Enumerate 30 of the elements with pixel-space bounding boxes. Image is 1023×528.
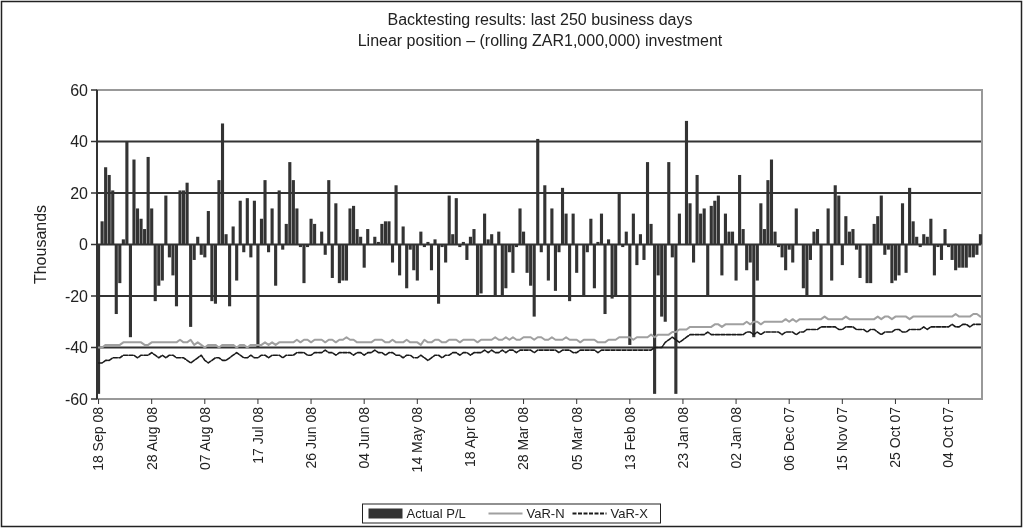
x-tick-label: 17 Jul 08 bbox=[249, 406, 266, 464]
x-tick-label: 04 Jun 08 bbox=[356, 406, 373, 469]
x-tick-label: 07 Aug 08 bbox=[196, 406, 213, 471]
x-tick-label: 18 Apr 08 bbox=[462, 406, 479, 467]
x-tick-label: 13 Feb 08 bbox=[621, 406, 638, 471]
x-tick-label: 05 Mar 08 bbox=[568, 406, 585, 471]
x-tick-label: 15 Nov 07 bbox=[834, 406, 851, 471]
legend-label: VaR-N bbox=[526, 506, 565, 522]
legend-label: Actual P/L bbox=[406, 506, 466, 522]
y-tick-label: 60 bbox=[70, 81, 89, 99]
y-tick-label: 20 bbox=[70, 184, 89, 202]
y-tick-label: 40 bbox=[70, 133, 89, 151]
x-tick-label: 04 Oct 07 bbox=[940, 406, 957, 468]
x-tick-label: 06 Dec 07 bbox=[781, 406, 798, 471]
x-tick-label: 23 Jan 08 bbox=[674, 406, 691, 469]
chart-title: Backtesting results: last 250 business days bbox=[387, 11, 693, 28]
x-tick-label: 28 Aug 08 bbox=[143, 406, 160, 471]
y-tick-label: -60 bbox=[64, 390, 89, 408]
x-tick-label: 25 Oct 07 bbox=[887, 406, 904, 468]
legend-label: VaR-X bbox=[610, 506, 649, 522]
x-tick-label: 26 Jun 08 bbox=[302, 406, 319, 469]
y-tick-label: -40 bbox=[64, 339, 89, 357]
x-tick-label: 14 May 08 bbox=[409, 406, 426, 473]
y-tick-label: 0 bbox=[79, 236, 89, 254]
y-axis-title: Thousands bbox=[32, 204, 49, 285]
chart-subtitle: Linear position – (rolling ZAR1,000,000) investment bbox=[357, 32, 723, 49]
x-tick-label: 28 Mar 08 bbox=[515, 406, 532, 471]
y-tick-label: -20 bbox=[64, 287, 89, 305]
x-tick-label: 02 Jan 08 bbox=[727, 406, 744, 469]
x-tick-label: 18 Sep 08 bbox=[90, 406, 107, 471]
